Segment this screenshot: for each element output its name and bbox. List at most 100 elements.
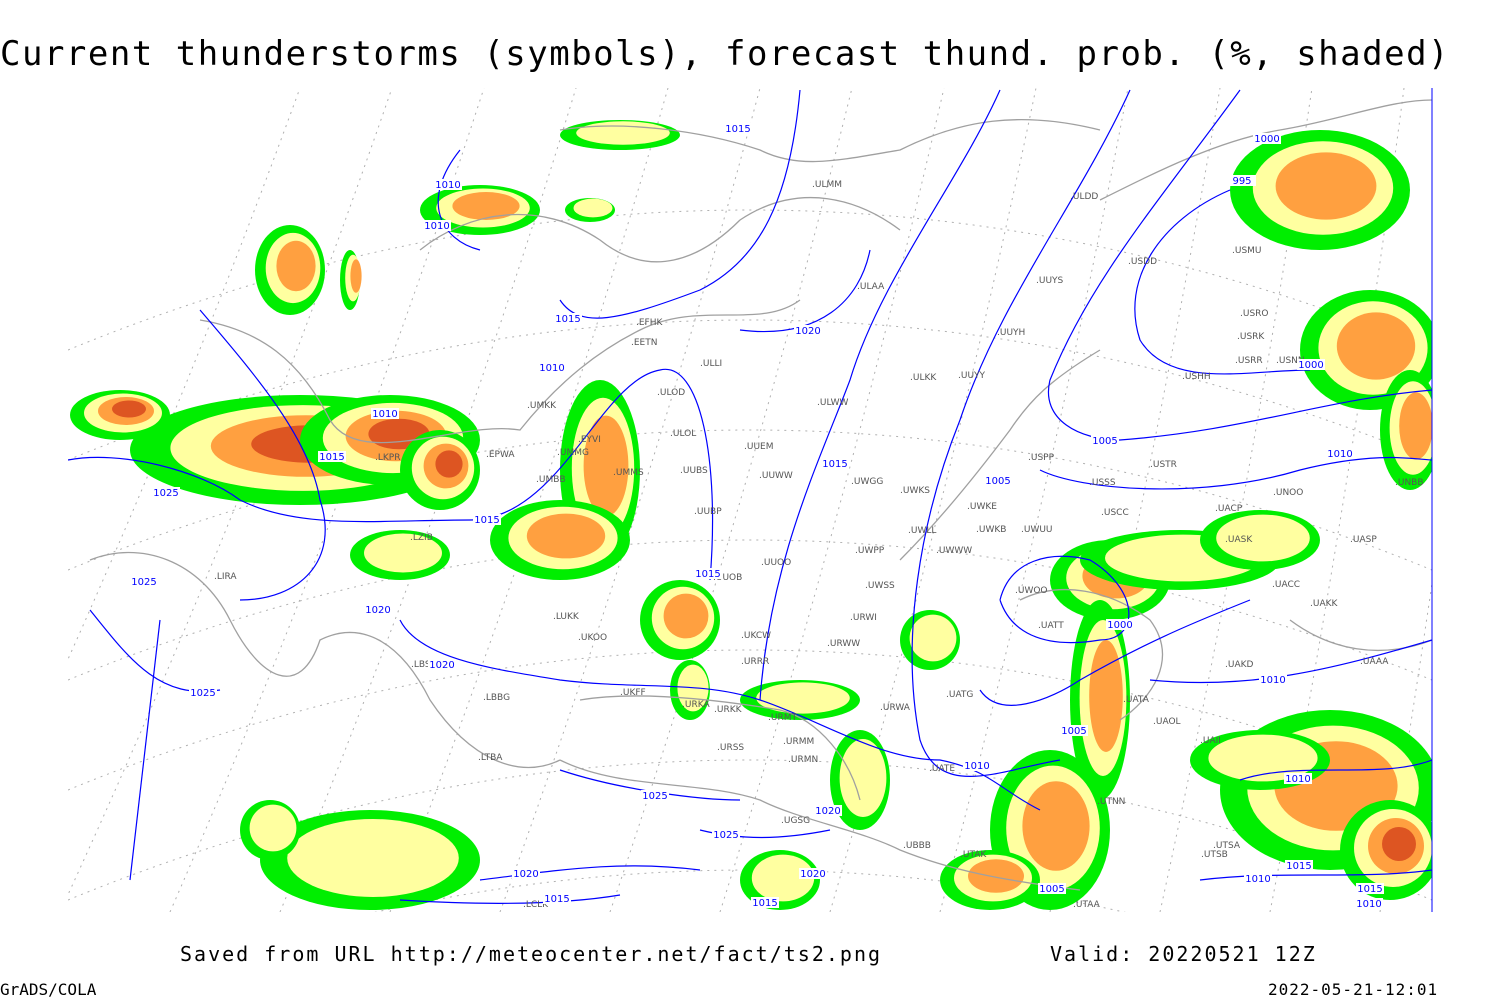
station-label: .UASP: [1350, 535, 1377, 545]
station-label: .UUBS: [680, 466, 708, 476]
software-credit: GrADS/COLA: [0, 980, 97, 999]
probability-area: [1216, 514, 1310, 562]
station-label: .UWKS: [900, 486, 930, 496]
station-label: .UACC: [1272, 580, 1300, 590]
station-label: .UWUU: [1021, 525, 1053, 535]
isobar-label-bg: [724, 123, 752, 134]
isobar-label: 1025: [131, 577, 156, 588]
isobar-label: 1000: [1298, 360, 1323, 371]
isobar-label: 1010: [1285, 774, 1310, 785]
parallel-line: [68, 209, 1432, 351]
coastline: [419, 197, 901, 263]
isobar-label-bg: [1284, 773, 1312, 784]
station-label: .USNN: [1276, 356, 1305, 366]
station-label: .ULKK: [910, 373, 937, 383]
coastline: [1099, 99, 1432, 201]
coastline: [89, 552, 561, 768]
probability-area: [909, 614, 957, 662]
isobar-label-bg: [473, 514, 501, 525]
isobar-label-bg: [1038, 883, 1066, 894]
isobar-line: [1134, 189, 1311, 375]
station-label: .USSS: [1089, 478, 1116, 488]
station-label: .UUEM: [744, 442, 774, 452]
isobar-line: [479, 865, 701, 881]
isobar-label: 1025: [642, 791, 667, 802]
station-label: .UMBB: [536, 475, 566, 485]
isobar-line: [1047, 89, 1432, 441]
isobar-label: 1015: [822, 459, 847, 470]
station-label: .UTSA: [1213, 841, 1241, 851]
parallel-line: [68, 759, 1432, 901]
isobar-label-bg: [364, 604, 392, 615]
station-label: .USDD: [1128, 257, 1157, 267]
station-labels: .ULMM .ULDD .UUYS .USDD .USMU .ULAA .EFHK .EETN…: [214, 180, 1424, 910]
station-label: .UTAK: [960, 850, 987, 860]
station-label: .LCLK: [523, 900, 549, 910]
station-label: .UAKK: [1310, 599, 1339, 609]
probability-area: [1275, 152, 1377, 220]
probability-area: [249, 804, 297, 852]
isobar-label-bg: [821, 458, 849, 469]
station-label: .LZIB: [410, 533, 433, 543]
station-label: .USPP: [1028, 453, 1055, 463]
isobar-label: 1010: [964, 761, 989, 772]
station-label: .USRK: [1237, 332, 1265, 342]
probability-area: [576, 121, 670, 145]
isobar-label: 1020: [815, 806, 840, 817]
isobar-label: 1010: [435, 180, 460, 191]
isobar-label-bg: [1285, 860, 1313, 871]
station-label: .URMN: [788, 755, 818, 765]
station-label: .UMMG: [557, 448, 589, 458]
station-label: .UGSG: [781, 816, 810, 826]
station-label: .URWW: [827, 639, 860, 649]
station-label: .UATE: [929, 764, 955, 774]
station-label: .UNOO: [1273, 488, 1303, 498]
isobar-label-bg: [189, 687, 217, 698]
station-label: .UTSB: [1201, 850, 1228, 860]
isobar-label-bg: [984, 475, 1012, 486]
station-label: .UACP: [1215, 504, 1243, 514]
isobar-label: 1010: [1356, 899, 1381, 910]
isobar-label-bg: [794, 325, 822, 336]
coastline: [579, 695, 861, 801]
isobar-label: 1015: [725, 124, 750, 135]
isobar-label: 1020: [365, 605, 390, 616]
isobar-line: [739, 249, 871, 332]
station-label: .UASK: [1225, 535, 1253, 545]
isobar-line: [999, 555, 1130, 644]
thunderstorm-probability-shading: [70, 120, 1432, 910]
isobar-line: [1149, 639, 1432, 684]
isobar-label-bg: [1060, 725, 1088, 736]
station-label: .UWOO: [1015, 586, 1048, 596]
isobar-label-bg: [1091, 435, 1119, 446]
isobar-label-bg: [318, 451, 346, 462]
station-label: .LKPR: [375, 453, 400, 463]
station-label: .UTAA: [1073, 900, 1101, 910]
isobar-label: 1020: [513, 869, 538, 880]
isobar-label: 1010: [1327, 449, 1352, 460]
probability-area: [1089, 640, 1123, 752]
station-label: .ULOD: [657, 388, 685, 398]
probability-area: [276, 240, 316, 292]
isobar-label-bg: [712, 829, 740, 840]
isobar-line: [129, 619, 161, 881]
parallel-line: [68, 319, 1432, 461]
isobar-label-bg: [512, 868, 540, 879]
isobar-label: 1015: [319, 452, 344, 463]
probability-area: [1022, 781, 1090, 871]
station-label: .UNBB: [1395, 478, 1424, 488]
coastline: [559, 759, 1081, 891]
meridian-line: [609, 88, 853, 912]
station-label: .UATT: [1038, 621, 1064, 631]
isobar-label-bg: [814, 805, 842, 816]
saved-url-text: Saved from URL http://meteocenter.net/fa…: [180, 942, 883, 966]
isobar-label: 1015: [544, 894, 569, 905]
isobar-label: 1020: [429, 660, 454, 671]
isobar-label: 1000: [1254, 134, 1279, 145]
isobar-label-bg: [428, 659, 456, 670]
station-label: .URWA: [880, 703, 911, 713]
station-label: .UUYS: [1036, 276, 1064, 286]
station-label: .LTBA: [478, 753, 503, 763]
isobar-line: [1199, 869, 1432, 881]
